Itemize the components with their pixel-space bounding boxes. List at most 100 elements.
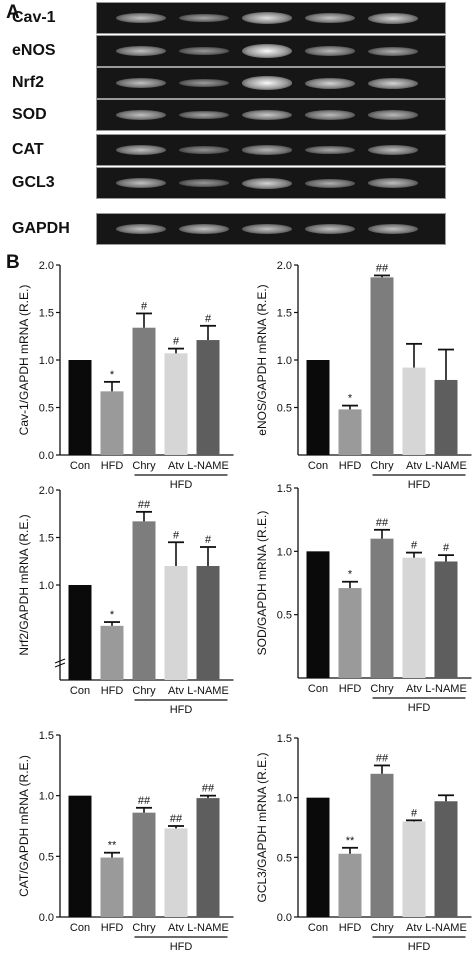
category-label: Con [70,685,90,697]
significance-label: ## [138,795,151,807]
y-tick-label: 0.0 [39,912,54,924]
y-axis-label: GCL3/GAPDH mRNA (R.E.) [255,752,269,902]
gel-band [179,47,229,55]
chart-5: 0.0 0.5 1.0 1.5 CAT/GAPDH mRNA (R.E.) Con ** HF… [17,730,234,953]
significance-label: ** [108,840,117,852]
significance-label: # [411,540,418,552]
category-label: HFD [339,460,362,472]
bar [68,360,92,455]
gel-band [179,110,229,120]
gel-strip [96,213,446,245]
gel-strip [96,67,446,99]
y-tick-label: 0.5 [277,610,292,622]
gel-band [179,13,229,23]
gel-band [179,224,229,234]
gel-row-label: SOD [12,106,47,123]
significance-label: # [205,313,212,325]
bar [434,379,458,455]
gel-band [179,79,229,87]
gel-band [368,46,418,56]
bar [402,557,426,678]
gel-band [179,179,229,187]
group-label: HFD [408,941,431,953]
bar [196,340,220,455]
bar [164,566,188,680]
gel-band [242,177,292,189]
gel-band [116,145,166,155]
axis-break [54,662,66,668]
category-label: Con [308,460,328,472]
y-tick-label: 0.5 [277,852,292,864]
gel-row-label: Nrf2 [12,74,45,91]
significance-label: ## [170,813,183,825]
y-tick-label: 1.5 [39,533,54,545]
y-tick-label: 1.0 [39,355,54,367]
bar [402,821,426,917]
category-label: HFD [101,922,124,934]
bar [306,360,330,455]
y-tick-label: 1.5 [277,483,292,495]
bar [338,853,362,917]
category-label: Chry [370,683,394,695]
category-label: L-NAME [425,460,467,472]
gel-band [305,12,355,24]
bar [306,551,330,678]
gel-row-label: GCL3 [12,174,55,191]
gel-band [305,224,355,234]
bar [68,585,92,680]
significance-label: * [110,369,115,381]
chart-2: 0.5 1.0 1.5 2.0 eNOS/GAPDH mRNA (R.E.) Con * HF… [255,260,472,491]
category-label: HFD [339,922,362,934]
bar [68,795,92,917]
bar [402,367,426,455]
significance-label: ## [138,499,151,511]
category-label: Chry [132,922,156,934]
significance-label: * [348,569,353,581]
significance-label: * [110,609,115,621]
significance-label: * [348,393,353,405]
gel-band [116,13,166,23]
bar [338,588,362,678]
category-label: Atv [168,922,184,934]
y-tick-label: 2.0 [39,485,54,497]
category-label: Chry [370,922,394,934]
gel-band [305,178,355,188]
bar [434,561,458,678]
bar [164,828,188,917]
category-label: Atv [406,922,422,934]
y-tick-label: 1.0 [39,580,54,592]
gel-band [116,110,166,120]
gel-strip [96,99,446,131]
gel-band [368,224,418,234]
panel-a-letter: A [6,2,20,23]
category-label: HFD [101,685,124,697]
y-tick-label: 1.0 [277,793,292,805]
gel-band [305,46,355,56]
category-label: L-NAME [425,922,467,934]
y-tick-label: 2.0 [39,260,54,272]
category-label: Chry [132,685,156,697]
gel-row-label: eNOS [12,42,56,59]
category-label: L-NAME [425,683,467,695]
category-label: Atv [168,460,184,472]
y-tick-label: 0.5 [39,851,54,863]
y-axis-label: SOD/GAPDH mRNA (R.E.) [255,511,269,656]
bar [100,391,124,455]
category-label: HFD [101,460,124,472]
gel-row-label: GAPDH [12,220,70,237]
significance-label: ## [202,783,215,795]
y-tick-label: 1.5 [39,730,54,742]
category-label: Chry [370,460,394,472]
y-tick-label: 2.0 [277,260,292,272]
y-axis-label: Nrf2/GAPDH mRNA (R.E.) [17,514,31,655]
bar [132,327,156,455]
panel-b-letter: B [6,252,20,273]
bar [338,409,362,455]
gel-band [368,145,418,155]
bar [164,353,188,455]
y-tick-label: 0.5 [277,403,292,415]
bar [434,801,458,917]
category-label: Con [70,460,90,472]
